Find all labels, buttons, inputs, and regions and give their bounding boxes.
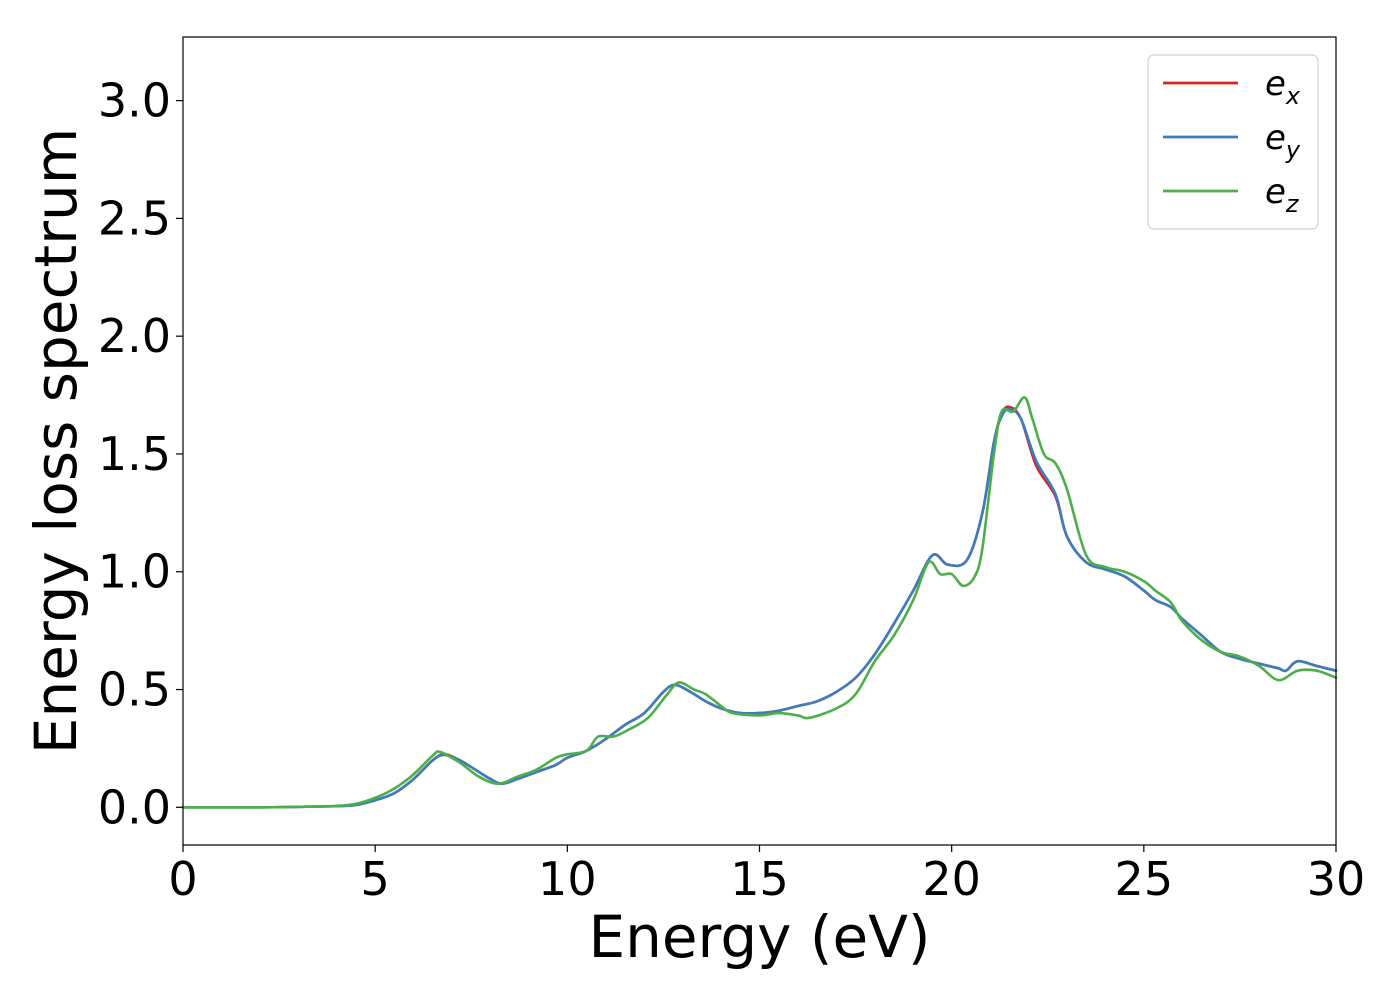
x-tick-label: 15 — [730, 852, 789, 906]
series-line-ey — [181, 407, 1338, 809]
x-tick-label: 25 — [1115, 852, 1174, 906]
y-tick-label: 0.0 — [98, 780, 171, 834]
x-tick-label: 30 — [1307, 852, 1366, 906]
y-tick-label: 1.0 — [98, 545, 171, 599]
x-tick-label: 0 — [168, 852, 197, 906]
x-tick-label: 5 — [361, 852, 390, 906]
x-tick-label: 20 — [922, 852, 981, 906]
y-axis-label: Energy loss spectrum — [22, 128, 90, 754]
legend-entries: ex ey ez — [1163, 64, 1301, 218]
y-tick-label: 3.0 — [98, 74, 171, 128]
legend-box — [1147, 54, 1319, 230]
y-tick-label: 1.5 — [98, 427, 171, 481]
y-axis-ticks: 0.0 0.5 1.0 1.5 2.0 2.5 3.0 — [98, 74, 183, 834]
legend-label-ex: ex — [1265, 64, 1301, 110]
x-axis-ticks: 0 5 10 15 20 25 30 — [168, 845, 1365, 906]
x-tick-label: 10 — [538, 852, 597, 906]
legend: ex ey ez — [1147, 54, 1319, 230]
series-line-ez — [181, 396, 1338, 809]
series-layer — [181, 396, 1338, 809]
y-tick-label: 2.0 — [98, 309, 171, 363]
legend-label-ez: ez — [1265, 172, 1300, 218]
y-tick-label: 2.5 — [98, 191, 171, 245]
y-tick-label: 0.5 — [98, 663, 171, 717]
x-axis-label: Energy (eV) — [588, 903, 930, 971]
legend-label-ey: ey — [1265, 118, 1301, 164]
